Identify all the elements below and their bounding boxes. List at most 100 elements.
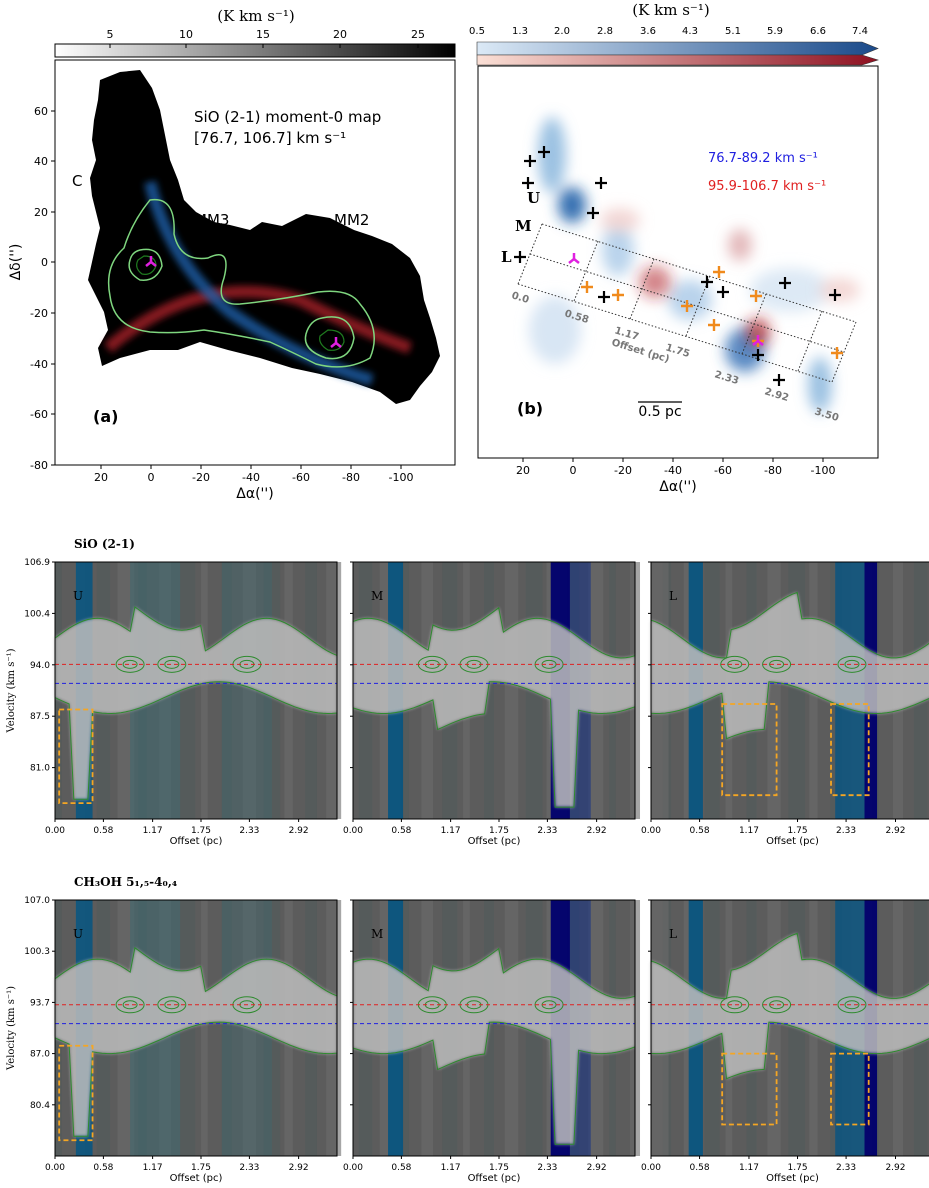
label-m: M	[515, 217, 532, 235]
pv-contour	[762, 655, 792, 673]
pv-panel-label: M	[371, 927, 383, 941]
pv-xlabel: Offset (pc)	[170, 1173, 223, 1184]
highlight-box	[721, 703, 778, 797]
pv-contour	[727, 659, 743, 669]
pv-diagrams: SiO (2-1) U 0.00 0.58 1.17 1.75 2.33 2.92 Offset…	[6, 537, 929, 1184]
highlight-box	[830, 703, 870, 797]
pv-stripe	[504, 562, 519, 819]
pv-ytick: 93.7	[30, 998, 50, 1008]
panel-a-cbar-tick-0: 5	[107, 28, 114, 41]
pv-contour	[837, 996, 867, 1014]
pv-row-title: SiO (2-1)	[74, 537, 135, 551]
pv-panel-label: U	[73, 589, 83, 603]
pv-frame	[650, 561, 929, 820]
pv-panel-l: L 0.00 0.58 1.17 1.75 2.33 2.92 Offset (pc)	[641, 561, 929, 847]
pv-stripe	[767, 562, 781, 819]
pv-xtick: 1.17	[143, 1163, 163, 1173]
panel-a-xticks: 20 0 -20 -40 -60 -80 -100	[94, 471, 413, 484]
pv-xtick: 0.00	[343, 1163, 363, 1173]
pv-xlabel: Offset (pc)	[766, 1173, 819, 1184]
panel-b-colorbar-unit: (K km s⁻¹)	[632, 1, 709, 19]
pv-xtick: 2.33	[537, 1163, 557, 1173]
panel-a-cbar-tick-3: 20	[333, 28, 347, 41]
panel-a-xtick-0: 20	[94, 471, 108, 484]
pv-ytick: 87.0	[30, 1050, 50, 1060]
panel-b: (K km s⁻¹) 0.5 1.3 2.0 2.8 3.6 4.3 5.1 5…	[469, 1, 880, 495]
panel-a-xtick-4: -60	[292, 471, 310, 484]
pv-xtick: 2.33	[239, 826, 259, 836]
panel-a-xtick-6: -100	[389, 471, 414, 484]
pv-contour	[157, 655, 187, 673]
panel-b-xtick-1: 0	[570, 464, 577, 477]
pv-stripe	[221, 900, 232, 1156]
panel-b-cbar-tick-1: 1.3	[512, 26, 528, 37]
panel-b-xtick-5: -80	[764, 464, 782, 477]
panel-b-xlabel: Δα('')	[659, 479, 696, 495]
pv-xtick: 0.58	[391, 826, 411, 836]
pv-xtick: 2.33	[239, 1163, 259, 1173]
pv-xtick: 0.58	[690, 1163, 710, 1173]
highlight-box	[58, 1044, 94, 1142]
pv-xtick: 1.17	[143, 826, 163, 836]
pv-xtick: 1.75	[191, 826, 211, 836]
pv-contour	[122, 659, 138, 669]
label-mm2: MM2	[334, 211, 369, 229]
pv-contour	[720, 655, 750, 673]
pv-xtick: 1.75	[788, 1163, 808, 1173]
pv-contour	[844, 659, 860, 669]
pv-contour	[157, 996, 187, 1014]
panel-b-cbar-tick-5: 4.3	[682, 26, 698, 37]
panel-b-cbar-tick-7: 5.9	[767, 26, 783, 37]
pv-emission	[353, 948, 635, 1145]
panel-b-mm2-marker-icon	[752, 335, 764, 346]
panel-a: (K km s⁻¹) 5 10 15 20 25	[8, 7, 456, 502]
label-c: C	[72, 172, 82, 190]
pv-panel-m: M 0.00 0.58 1.17 1.75 2.33 2.92 Offset (pc)	[343, 561, 641, 847]
pv-xtick: 2.33	[836, 826, 856, 836]
panel-a-ytick-4: -20	[30, 307, 48, 320]
pv-stripe	[483, 562, 494, 819]
panel-b-red-emission	[600, 208, 860, 346]
pv-xtick: 2.92	[289, 826, 309, 836]
pv-xtick: 1.17	[739, 1163, 759, 1173]
panel-a-ytick-5: -40	[30, 358, 48, 371]
pv-xtick: 2.92	[587, 1163, 607, 1173]
pv-xtick: 2.92	[587, 826, 607, 836]
pv-stripe	[504, 900, 519, 1156]
pv-panel-label: L	[669, 589, 677, 603]
pv-contour	[769, 659, 785, 669]
panel-b-colorbar-red	[476, 54, 880, 66]
pv-contour	[650, 932, 929, 1080]
pv-contour	[844, 1000, 860, 1010]
panel-b-cbar-tick-8: 6.6	[810, 26, 826, 37]
pv-panel-m: M 0.00 0.58 1.17 1.75 2.33 2.92 Offset (pc)	[343, 899, 641, 1184]
panel-b-xtick-6: -100	[811, 464, 836, 477]
pv-frame	[54, 561, 338, 820]
pv-ytick: 106.9	[24, 558, 50, 568]
pv-ytick: 80.4	[30, 1101, 50, 1111]
panel-b-xtick-0: 20	[516, 464, 530, 477]
panel-b-blue-emission	[529, 117, 832, 413]
panel-b-cbar-tick-2: 2.0	[554, 26, 570, 37]
pv-frame	[650, 899, 929, 1157]
panel-b-label: (b)	[517, 399, 543, 418]
mm3-marker-icon	[145, 256, 157, 267]
pv-xtick: 0.00	[45, 1163, 65, 1173]
pv-contour	[650, 591, 929, 740]
pv-panel-label: U	[73, 927, 83, 941]
highlight-box	[721, 1052, 778, 1126]
panel-b-strip-grid	[517, 223, 857, 383]
pv-panel-label: L	[669, 927, 677, 941]
panel-b-cbar-tick-6: 5.1	[725, 26, 741, 37]
pv-xlabel: Offset (pc)	[468, 1173, 521, 1184]
pv-row-0: SiO (2-1) U 0.00 0.58 1.17 1.75 2.33 2.92 Offset…	[6, 537, 929, 847]
pv-xlabel: Offset (pc)	[766, 836, 819, 847]
pv-xtick: 0.00	[45, 826, 65, 836]
panel-a-ytick-0: 60	[34, 105, 48, 118]
highlight-box	[830, 1052, 870, 1126]
panel-a-contours-dark	[136, 255, 345, 351]
pv-ytick: 87.5	[30, 712, 50, 722]
pv-ytick: 107.0	[24, 896, 50, 906]
pv-frame	[352, 561, 636, 820]
